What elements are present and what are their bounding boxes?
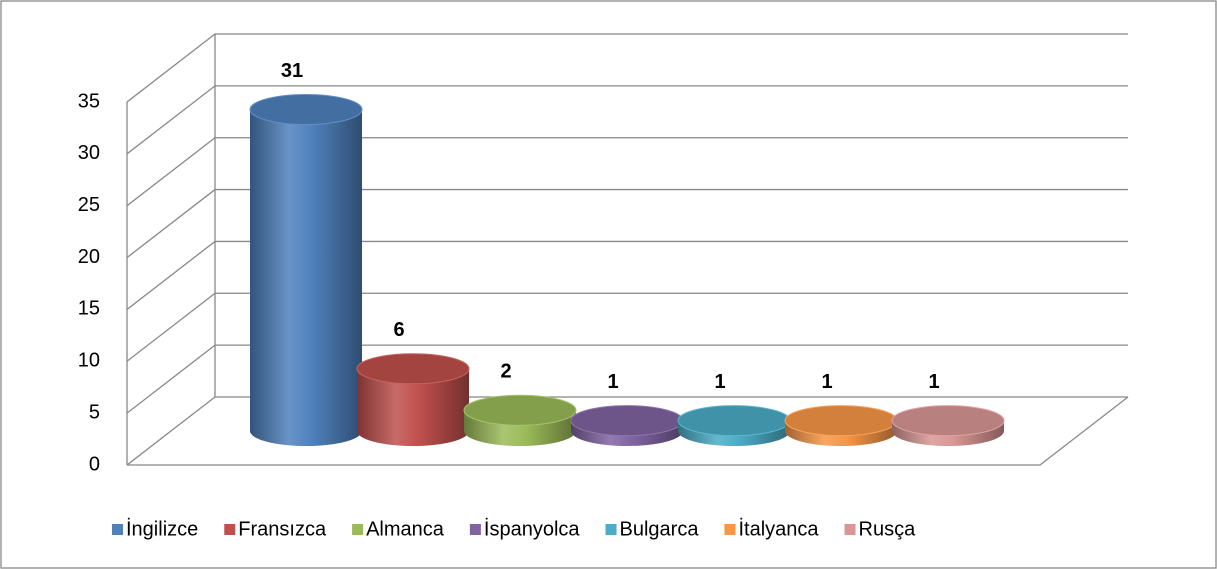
y-tick-label: 15 <box>78 298 100 320</box>
bar <box>250 109 362 446</box>
value-label: 31 <box>281 60 303 82</box>
y-tick-label: 35 <box>78 90 100 112</box>
value-label: 1 <box>607 371 618 393</box>
legend-swatch <box>605 524 617 535</box>
y-tick-label: 5 <box>89 401 100 423</box>
y-tick-label: 20 <box>78 246 100 268</box>
value-label: 1 <box>821 371 832 393</box>
value-label: 6 <box>393 319 404 341</box>
bar-top <box>356 353 470 385</box>
y-tick-label: 0 <box>89 453 100 475</box>
legend-swatch <box>724 524 736 535</box>
legend-label: Almanca <box>366 518 445 540</box>
legend-swatch <box>224 524 236 535</box>
bar-top <box>891 405 1005 437</box>
y-tick-label: 25 <box>78 194 100 216</box>
bar-top <box>463 394 577 426</box>
value-label: 2 <box>500 361 511 383</box>
bar-top <box>249 93 363 125</box>
legend-label: Fransızca <box>238 518 327 540</box>
legend-swatch <box>844 524 856 535</box>
legend-label: İngilizce <box>126 517 198 540</box>
bar <box>357 368 469 446</box>
y-tick-label: 10 <box>78 350 100 372</box>
value-label: 1 <box>928 371 939 393</box>
floor <box>127 396 1129 466</box>
legend-label: İspanyolca <box>484 517 580 540</box>
legend-swatch <box>469 524 481 535</box>
legend-label: Rusça <box>859 518 917 540</box>
legend-label: Bulgarca <box>620 518 700 540</box>
legend-swatch <box>112 524 123 535</box>
value-label: 1 <box>714 371 725 393</box>
bar-top <box>570 405 684 437</box>
legend-swatch <box>352 524 364 535</box>
bar-top <box>784 405 898 437</box>
y-tick-label: 30 <box>78 142 100 164</box>
bar-top <box>677 405 791 437</box>
legend-label: İtalyanca <box>738 517 819 540</box>
